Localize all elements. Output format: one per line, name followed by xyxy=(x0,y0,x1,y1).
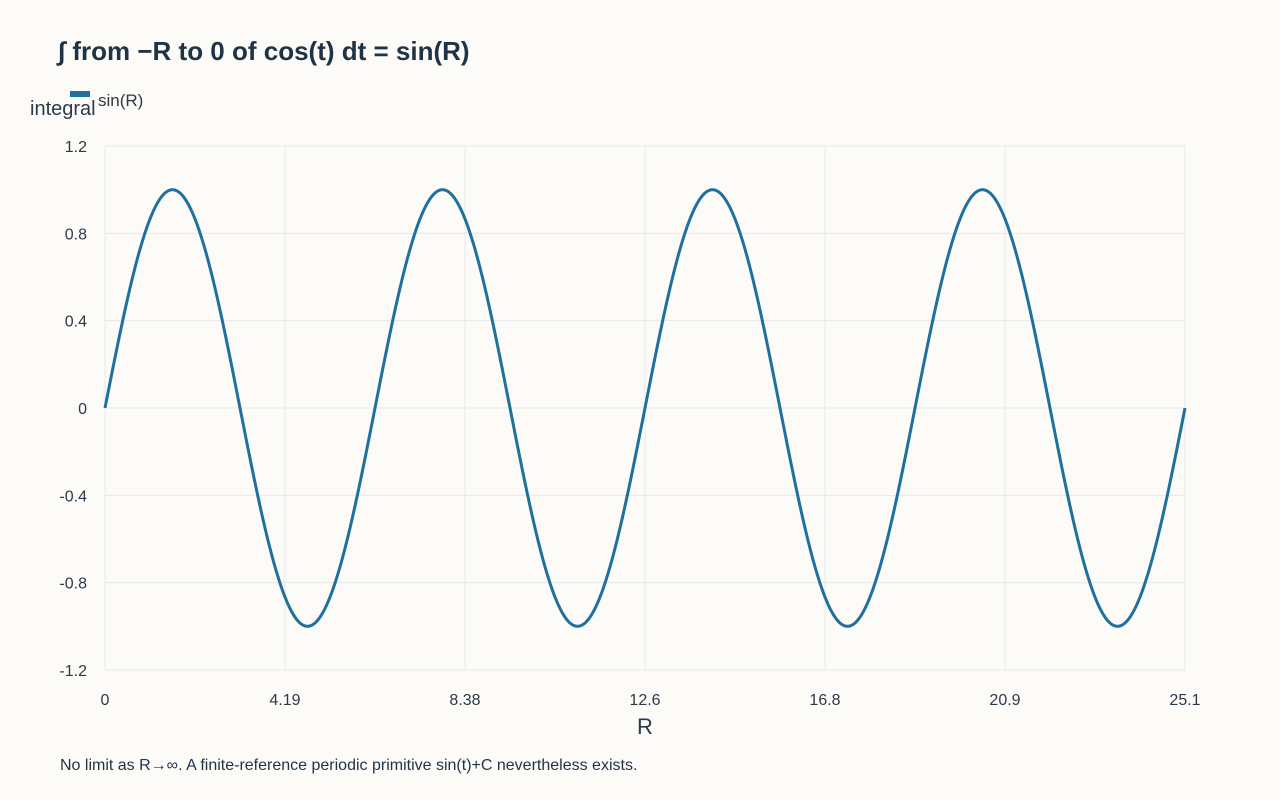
legend: sin(R) xyxy=(70,91,143,110)
y-tick-labels: 1.2 0.8 0.4 0 -0.4 -0.8 -1.2 xyxy=(59,139,87,680)
y-tick-label: 0 xyxy=(78,401,87,418)
x-tick-label: 16.8 xyxy=(809,692,840,709)
legend-label: sin(R) xyxy=(98,91,143,110)
x-tick-labels: 0 4.19 8.38 12.6 16.8 20.9 25.1 xyxy=(101,692,1201,709)
y-tick-label: -1.2 xyxy=(59,663,87,680)
chart-title: ∫ from −R to 0 of cos(t) dt = sin(R) xyxy=(56,36,470,66)
y-tick-label: -0.4 xyxy=(59,488,87,505)
y-tick-label: 0.4 xyxy=(65,314,87,331)
x-tick-label: 4.19 xyxy=(269,692,300,709)
x-tick-label: 8.38 xyxy=(449,692,480,709)
x-tick-label: 20.9 xyxy=(989,692,1020,709)
x-axis-label: R xyxy=(637,714,653,739)
x-tick-label: 25.1 xyxy=(1169,692,1200,709)
y-tick-label: -0.8 xyxy=(59,576,87,593)
legend-swatch xyxy=(70,91,90,97)
y-tick-label: 0.8 xyxy=(65,226,87,243)
y-tick-label: 1.2 xyxy=(65,139,87,156)
series-line-sin xyxy=(103,188,1187,628)
x-tick-label: 12.6 xyxy=(629,692,660,709)
x-tick-label: 0 xyxy=(101,692,110,709)
caption: No limit as R→∞. A finite-reference peri… xyxy=(60,757,637,774)
y-axis-label: integral xyxy=(30,98,96,120)
